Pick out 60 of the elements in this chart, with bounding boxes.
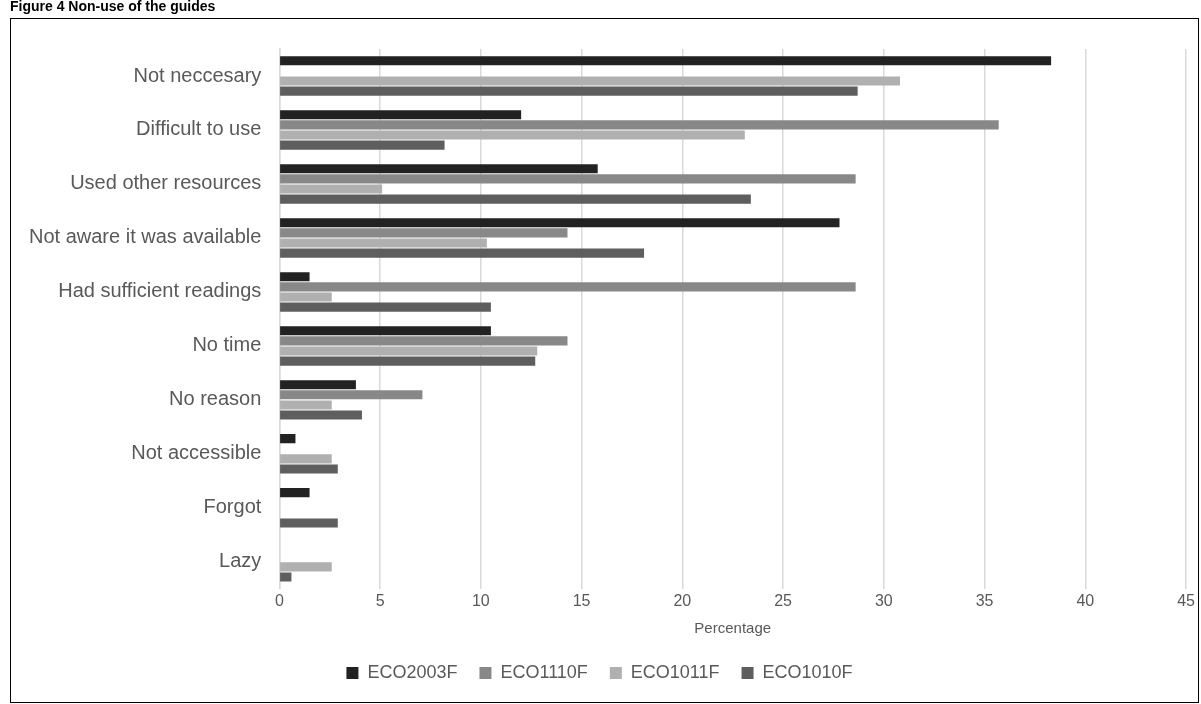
bar	[280, 164, 598, 174]
bar	[280, 518, 338, 528]
bar	[280, 130, 745, 140]
bar	[280, 380, 356, 390]
x-tick-label: 15	[572, 591, 591, 609]
x-tick-label: 35	[975, 591, 994, 609]
bar	[280, 336, 568, 346]
bar	[280, 228, 568, 238]
x-tick-label: 45	[1177, 591, 1196, 609]
x-axis-title: Percentage	[694, 619, 772, 637]
bar	[280, 86, 858, 96]
bar	[280, 140, 445, 150]
bar	[280, 572, 292, 582]
bar	[280, 76, 900, 86]
y-tick-label: Used other resources	[70, 171, 262, 194]
bar	[280, 302, 491, 312]
y-tick-label: Not aware it was available	[28, 225, 262, 248]
text: Figure 4 Non-use of the guides	[10, 0, 216, 14]
bar	[280, 346, 538, 356]
y-tick-label: No reason	[169, 387, 262, 410]
y-tick-label: Forgot	[203, 495, 262, 518]
bar	[280, 184, 383, 194]
x-tick-label: 40	[1076, 591, 1095, 609]
legend-label: ECO1110F	[500, 661, 588, 682]
legend-label: ECO1010F	[762, 661, 853, 682]
bar	[280, 488, 310, 498]
x-tick-label: 10	[471, 591, 490, 609]
bar	[280, 272, 310, 282]
y-tick-label: Not neccesary	[133, 63, 262, 86]
y-tick-label: Not accessible	[131, 441, 262, 464]
bar	[280, 410, 362, 420]
y-tick-label: Lazy	[219, 549, 262, 572]
x-tick-label: 0	[274, 591, 284, 609]
x-tick-label: 25	[774, 591, 793, 609]
bar	[280, 238, 487, 248]
bar	[280, 454, 332, 464]
bar	[280, 194, 751, 204]
bar	[280, 390, 423, 400]
bar	[280, 174, 856, 184]
bar	[280, 120, 999, 130]
bar	[280, 562, 332, 572]
legend-label: ECO2003F	[367, 661, 458, 682]
bar	[280, 218, 840, 228]
bar	[280, 56, 1052, 66]
y-tick-label: Had sufficient readings	[58, 279, 262, 302]
bar	[280, 434, 296, 444]
bar	[280, 292, 332, 302]
bar	[280, 326, 491, 336]
bar	[280, 248, 645, 258]
bar	[280, 400, 332, 410]
legend-label: ECO1011F	[630, 661, 720, 682]
y-tick-label: No time	[192, 333, 262, 356]
bar	[280, 282, 856, 292]
bar	[280, 110, 522, 120]
x-tick-label: 30	[874, 591, 893, 609]
x-tick-label: 20	[673, 591, 692, 609]
x-tick-label: 5	[375, 591, 385, 609]
bar	[280, 356, 536, 366]
y-tick-label: Difficult to use	[136, 117, 262, 140]
bar	[280, 464, 338, 474]
